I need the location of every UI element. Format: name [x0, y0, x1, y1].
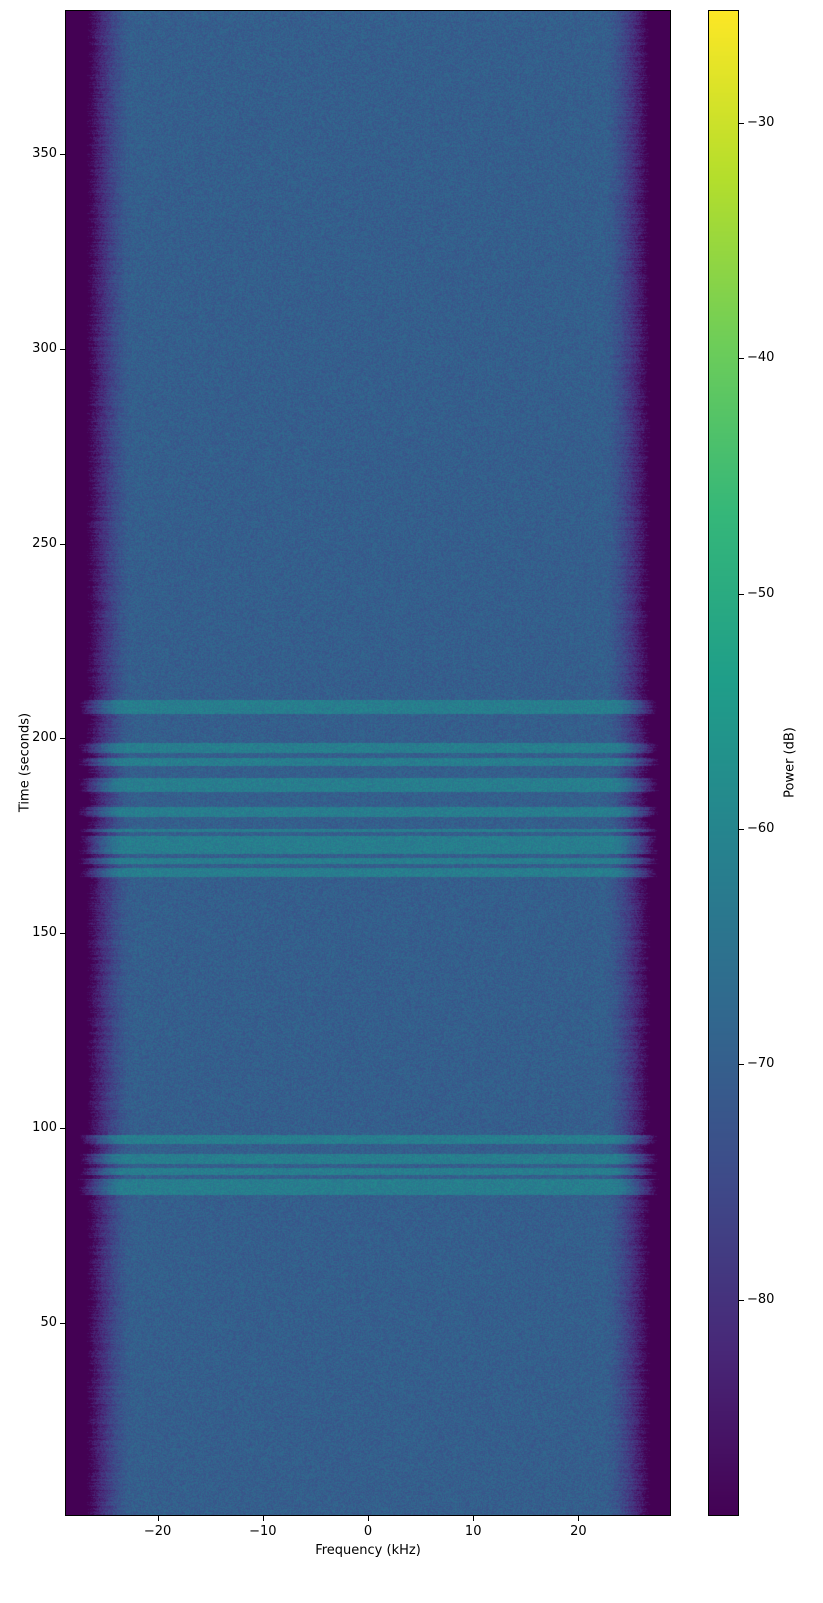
x-tick-label: −10: [249, 1524, 277, 1539]
x-tick: [473, 1516, 475, 1521]
x-axis-label: Frequency (kHz): [315, 1543, 421, 1558]
y-tick: [60, 1323, 65, 1325]
y-tick-label: 50: [40, 1315, 57, 1331]
y-tick-label: 350: [32, 145, 57, 161]
colorbar-tick: [739, 593, 744, 595]
y-tick-label: 100: [32, 1120, 57, 1136]
colorbar-tick-label: −70: [747, 1056, 775, 1072]
x-tick: [157, 1516, 159, 1521]
colorbar-tick: [739, 828, 744, 830]
y-axis-label: Time (seconds): [17, 712, 33, 813]
colorbar-tick: [739, 1064, 744, 1066]
colorbar: [708, 10, 739, 1516]
y-tick: [60, 348, 65, 350]
colorbar-tick: [739, 358, 744, 360]
y-tick: [60, 738, 65, 740]
y-tick: [60, 153, 65, 155]
colorbar-tick: [739, 1299, 744, 1301]
y-tick: [60, 1128, 65, 1130]
x-tick-label: −20: [143, 1524, 172, 1539]
y-tick: [60, 933, 65, 935]
y-tick-label: 250: [32, 535, 57, 551]
spectrogram-heatmap: [65, 10, 671, 1516]
colorbar-tick-label: −60: [747, 820, 775, 836]
y-tick-label: 300: [32, 340, 57, 356]
colorbar-tick-label: −30: [747, 114, 775, 130]
y-tick-label: 200: [32, 730, 57, 746]
x-tick-label: 20: [570, 1524, 587, 1539]
colorbar-label: Power (dB): [782, 727, 798, 798]
colorbar-tick-label: −50: [747, 585, 775, 601]
y-tick: [60, 543, 65, 545]
colorbar-tick: [739, 122, 744, 124]
x-tick-label: 0: [363, 1524, 373, 1539]
colorbar-tick-label: −40: [747, 350, 775, 366]
x-tick: [262, 1516, 264, 1521]
x-tick: [368, 1516, 369, 1521]
colorbar-tick-label: −80: [747, 1291, 775, 1307]
y-tick-label: 150: [32, 925, 57, 941]
x-tick-label: 10: [464, 1524, 482, 1539]
x-tick: [578, 1516, 580, 1521]
